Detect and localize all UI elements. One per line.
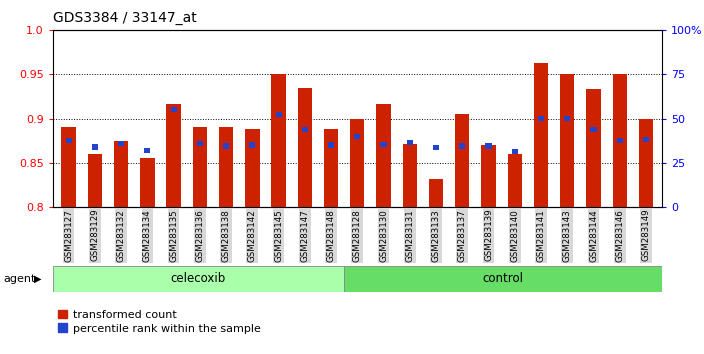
Bar [61, 127, 76, 207]
Text: GSM283138: GSM283138 [222, 209, 230, 262]
Bar [114, 141, 128, 207]
Text: agent: agent [4, 274, 36, 284]
Bar [591, 126, 596, 132]
Text: GSM283127: GSM283127 [64, 209, 73, 262]
Bar [193, 127, 207, 207]
Bar [249, 142, 256, 148]
Bar [344, 266, 662, 292]
Text: GSM283136: GSM283136 [195, 209, 204, 262]
Text: GSM283129: GSM283129 [90, 209, 99, 262]
Bar [459, 143, 465, 149]
Bar [118, 141, 124, 146]
Text: GSM283134: GSM283134 [143, 209, 152, 262]
Bar [275, 112, 282, 117]
Text: GSM283145: GSM283145 [274, 209, 283, 262]
Bar [245, 129, 260, 207]
Bar [639, 119, 653, 207]
Text: GSM283128: GSM283128 [353, 209, 362, 262]
Bar [140, 158, 154, 207]
Bar [403, 144, 417, 207]
Bar [455, 114, 470, 207]
Text: GSM283139: GSM283139 [484, 209, 493, 262]
Bar [538, 116, 544, 121]
Text: GSM283131: GSM283131 [406, 209, 414, 262]
Bar [560, 74, 574, 207]
Text: celecoxib: celecoxib [171, 272, 226, 285]
Text: GSM283146: GSM283146 [615, 209, 624, 262]
Text: GSM283148: GSM283148 [327, 209, 336, 262]
Bar [643, 137, 649, 143]
Bar [219, 127, 233, 207]
Bar [92, 144, 98, 149]
Bar [170, 107, 177, 112]
Bar [87, 154, 102, 207]
Bar [354, 133, 360, 139]
Bar [328, 142, 334, 148]
Bar [433, 145, 439, 150]
Bar [617, 138, 623, 143]
Bar [612, 74, 627, 207]
Bar [564, 116, 570, 121]
Text: GSM283144: GSM283144 [589, 209, 598, 262]
Bar [534, 63, 548, 207]
Text: GSM283135: GSM283135 [169, 209, 178, 262]
Text: GSM283143: GSM283143 [562, 209, 572, 262]
Bar [377, 104, 391, 207]
Bar [350, 119, 365, 207]
Bar [166, 104, 181, 207]
Bar [407, 140, 413, 145]
Bar [65, 138, 72, 143]
Text: GSM283149: GSM283149 [641, 209, 650, 262]
Bar [508, 154, 522, 207]
Bar [271, 74, 286, 207]
Text: GSM283137: GSM283137 [458, 209, 467, 262]
Text: GSM283130: GSM283130 [379, 209, 388, 262]
Text: GDS3384 / 33147_at: GDS3384 / 33147_at [53, 11, 196, 25]
Legend: transformed count, percentile rank within the sample: transformed count, percentile rank withi… [58, 310, 260, 333]
Text: control: control [482, 272, 523, 285]
Text: GSM283132: GSM283132 [117, 209, 125, 262]
Bar [324, 129, 338, 207]
Bar [302, 126, 308, 132]
Text: GSM283142: GSM283142 [248, 209, 257, 262]
Bar [486, 143, 491, 149]
Text: GSM283141: GSM283141 [536, 209, 546, 262]
Bar [298, 87, 312, 207]
Text: ▶: ▶ [34, 274, 42, 284]
Bar [512, 149, 518, 154]
Bar [53, 266, 344, 292]
Bar [380, 142, 386, 147]
Bar [482, 145, 496, 207]
Bar [429, 179, 444, 207]
Bar [144, 148, 151, 153]
Text: GSM283133: GSM283133 [432, 209, 441, 262]
Bar [586, 89, 601, 207]
Bar [196, 141, 203, 146]
Text: GSM283140: GSM283140 [510, 209, 520, 262]
Text: GSM283147: GSM283147 [301, 209, 309, 262]
Bar [223, 143, 229, 149]
